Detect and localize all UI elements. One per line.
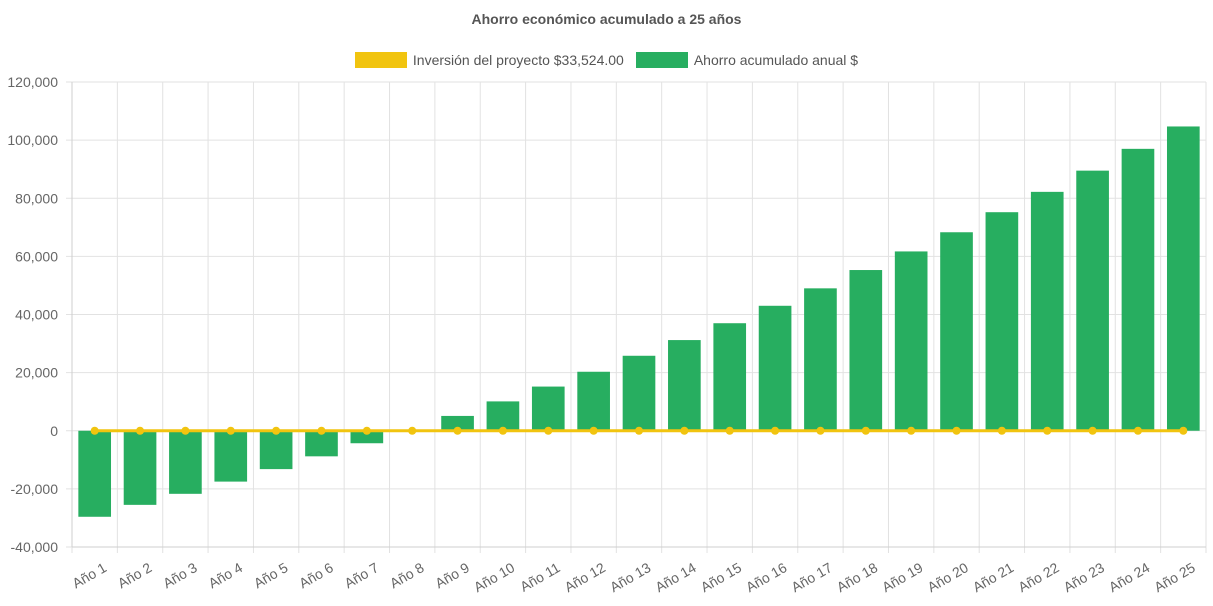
x-tick-label: Año 14	[652, 559, 699, 595]
legend-label-inversion: Inversión del proyecto $33,524.00	[412, 52, 624, 68]
bar	[1121, 148, 1155, 431]
bar	[894, 251, 928, 431]
x-tick-label: Año 10	[471, 559, 518, 595]
x-tick-label: Año 19	[879, 559, 926, 595]
bar	[1166, 126, 1200, 431]
legend-item-ahorro[interactable]: Ahorro acumulado anual $	[635, 52, 859, 68]
y-tick-label: 100,000	[7, 132, 58, 148]
x-tick-label: Año 17	[788, 559, 835, 595]
line-point	[272, 426, 281, 435]
line-point	[90, 426, 99, 435]
legend-swatch-inversion	[354, 52, 407, 68]
x-tick-label: Año 4	[205, 559, 245, 591]
bar	[1076, 170, 1109, 431]
line-point	[1088, 426, 1097, 435]
legend-label-ahorro: Ahorro acumulado anual $	[693, 52, 859, 68]
line-point	[1179, 426, 1188, 435]
bar	[441, 415, 474, 431]
line-point	[635, 426, 643, 435]
x-tick-label: Año 15	[698, 559, 745, 595]
bar	[214, 430, 248, 482]
y-tick-label: 60,000	[15, 248, 58, 264]
bar	[622, 355, 656, 431]
bar	[849, 270, 883, 431]
legend-swatch-ahorro	[635, 52, 688, 68]
line-point	[317, 426, 326, 435]
y-tick-label: -40,000	[11, 539, 59, 555]
x-tick-label: Año 2	[115, 559, 155, 591]
line-point	[816, 426, 825, 435]
bar	[985, 212, 1019, 431]
x-tick-label: Año 22	[1015, 559, 1062, 595]
x-tick-label: Año 1	[69, 559, 109, 591]
x-tick-label: Año 11	[517, 559, 563, 595]
line-point	[362, 426, 371, 435]
line-point	[226, 426, 235, 435]
line-point	[181, 426, 190, 435]
bar	[804, 288, 837, 431]
x-tick-label: Año 7	[342, 559, 382, 591]
x-tick-label: Año 18	[834, 559, 881, 595]
chart-title: Ahorro económico acumulado a 25 años	[471, 11, 742, 27]
y-tick-label: 20,000	[15, 365, 58, 381]
x-tick-label: Año 25	[1151, 559, 1198, 595]
y-tick-label: -20,000	[11, 481, 59, 497]
line-point	[544, 426, 553, 435]
x-tick-label: Año 9	[432, 559, 472, 591]
line-point	[1133, 426, 1142, 435]
x-tick-label: Año 16	[743, 559, 790, 595]
bar	[1030, 191, 1064, 431]
line-point	[453, 426, 462, 435]
x-tick-label: Año 6	[296, 559, 336, 591]
x-tick-label: Año 20	[924, 559, 971, 595]
line-point	[1043, 426, 1052, 435]
x-tick-label: Año 24	[1106, 559, 1153, 595]
bar	[123, 430, 157, 505]
line-point	[997, 426, 1006, 435]
line-point	[907, 426, 916, 435]
line-point	[136, 426, 145, 435]
line-point	[861, 426, 870, 435]
x-tick-label: Año 3	[160, 559, 200, 591]
x-tick-label: Año 21	[970, 559, 1017, 595]
bar	[577, 371, 610, 431]
bar	[259, 430, 293, 470]
bar	[531, 386, 565, 431]
legend: Inversión del proyecto $33,524.00 Ahorro…	[0, 52, 1213, 68]
line-point	[498, 426, 507, 435]
x-tick-label: Año 23	[1061, 559, 1108, 595]
bar	[713, 323, 747, 431]
y-tick-label: 0	[50, 423, 58, 439]
legend-item-inversion[interactable]: Inversión del proyecto $33,524.00	[354, 52, 624, 68]
line-point	[589, 426, 598, 435]
y-tick-label: 80,000	[15, 190, 58, 206]
y-tick-label: 40,000	[15, 307, 58, 323]
line-point	[952, 426, 961, 435]
x-tick-label: Año 8	[387, 559, 427, 591]
line-point	[725, 426, 734, 435]
line-point	[680, 426, 689, 435]
line-point	[771, 426, 780, 435]
bar	[940, 232, 973, 431]
bar	[78, 430, 112, 517]
bar	[668, 340, 701, 431]
x-tick-label: Año 12	[562, 559, 609, 595]
x-tick-label: Año 13	[607, 559, 654, 595]
bar	[486, 401, 520, 431]
line-point	[408, 426, 417, 435]
bar	[169, 430, 202, 494]
bar	[350, 430, 384, 444]
x-tick-label: Año 5	[251, 559, 291, 591]
y-tick-label: 120,000	[7, 74, 58, 90]
bar	[758, 305, 792, 431]
bar	[305, 430, 338, 457]
